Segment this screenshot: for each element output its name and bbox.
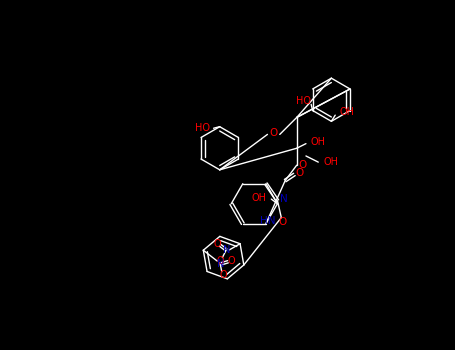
Text: O: O xyxy=(279,217,287,227)
Text: O: O xyxy=(295,168,303,178)
Text: O: O xyxy=(219,270,227,280)
Text: OH: OH xyxy=(339,107,354,117)
Text: HO: HO xyxy=(196,123,211,133)
Text: HO: HO xyxy=(296,96,311,106)
Text: O: O xyxy=(269,128,278,138)
Text: OH: OH xyxy=(324,157,339,167)
Text: O: O xyxy=(213,239,221,249)
Text: N: N xyxy=(217,259,224,269)
Text: O: O xyxy=(299,160,307,170)
Text: N: N xyxy=(280,194,288,204)
Text: OH: OH xyxy=(252,193,267,203)
Text: N: N xyxy=(222,245,230,255)
Text: O: O xyxy=(227,256,235,266)
Text: O: O xyxy=(216,256,224,266)
Text: OH: OH xyxy=(311,137,326,147)
Text: HN: HN xyxy=(260,216,275,226)
